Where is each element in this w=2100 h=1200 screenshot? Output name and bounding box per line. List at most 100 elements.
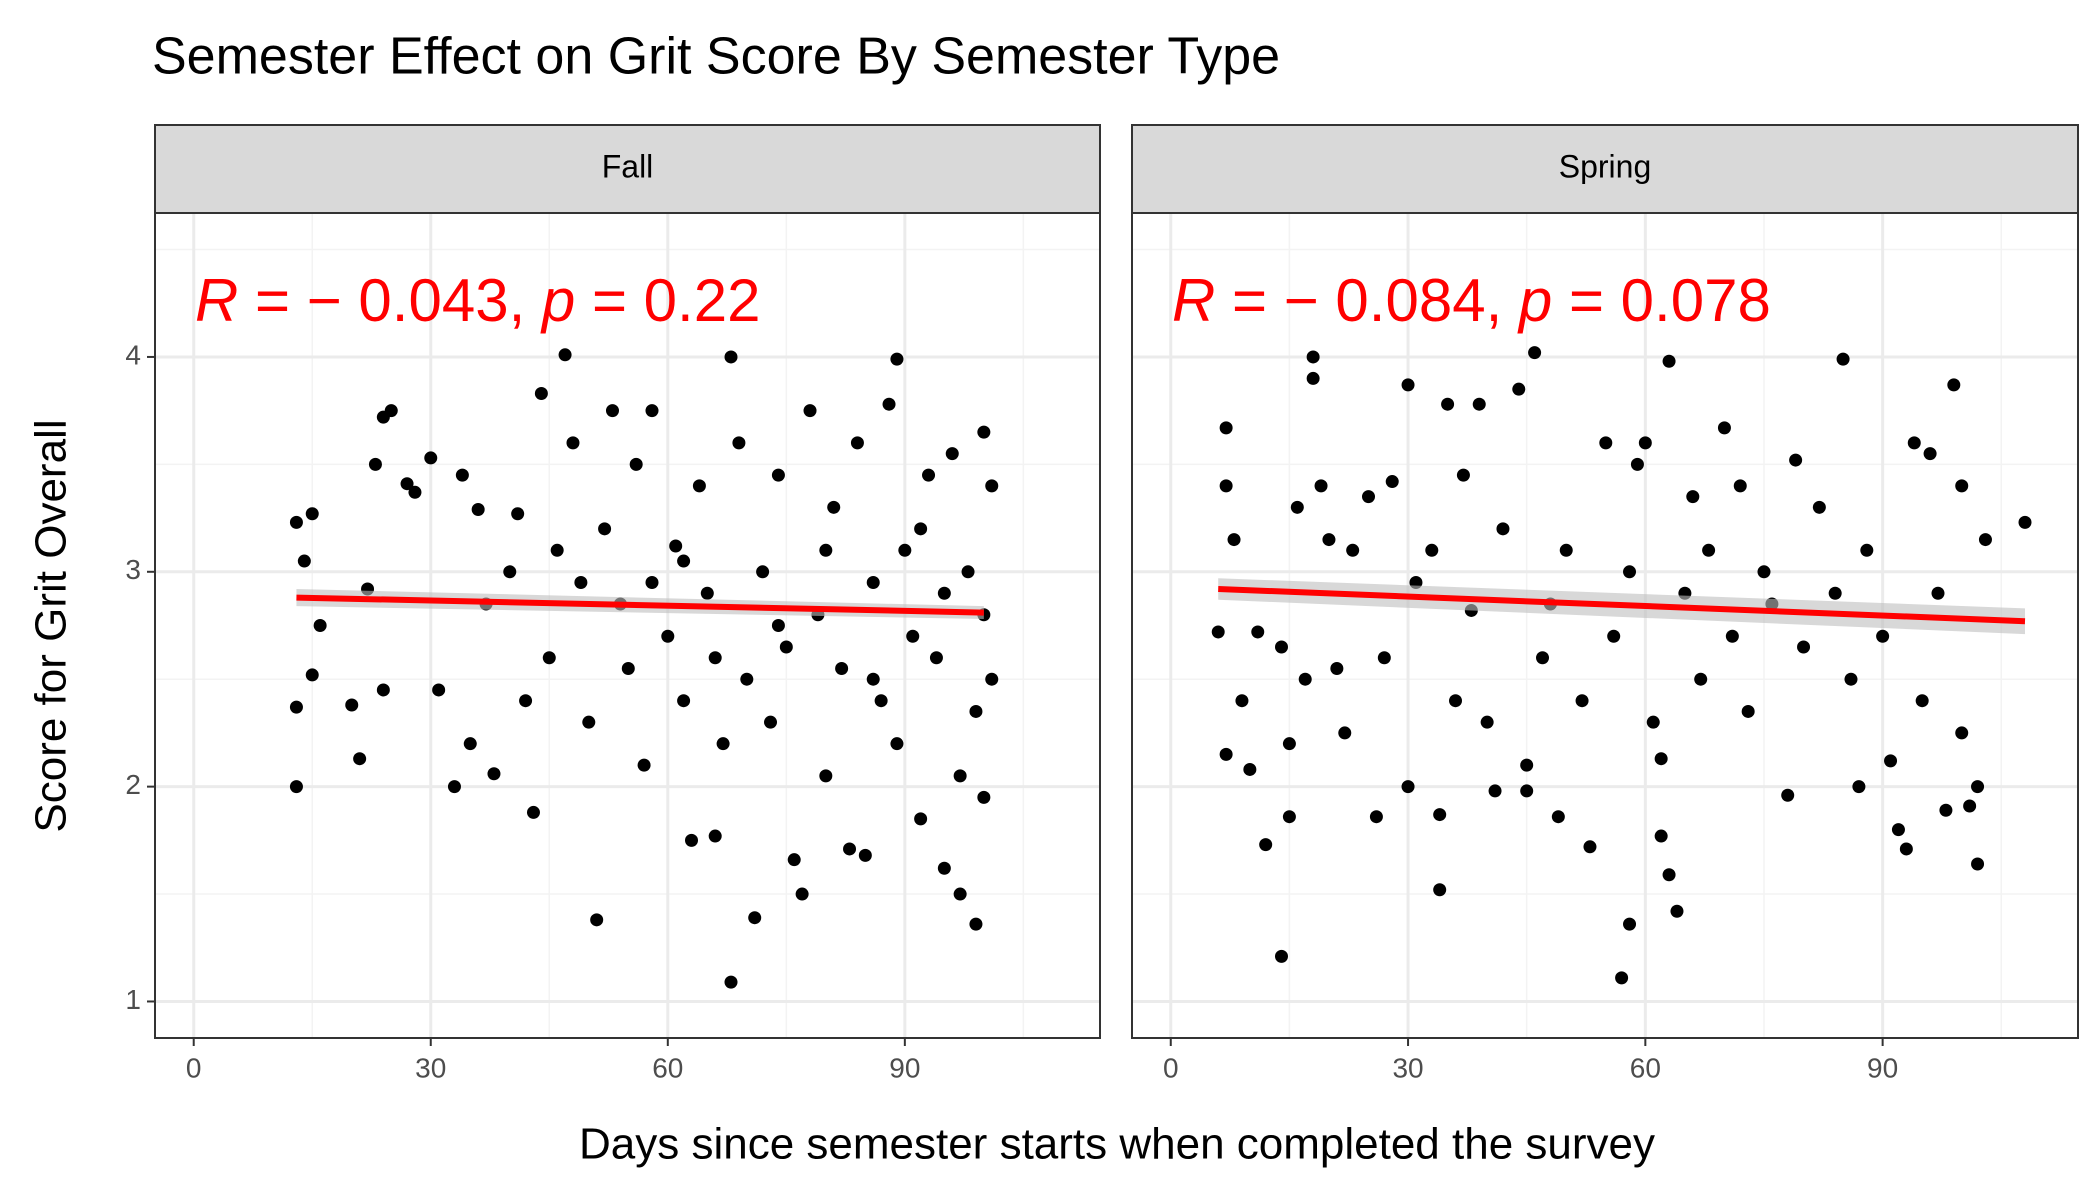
point [1599, 436, 1613, 450]
point [771, 619, 785, 632]
point [1551, 810, 1565, 824]
point [1274, 949, 1288, 963]
point [669, 539, 683, 553]
annotation-part: = 0.078 [1552, 267, 1771, 334]
point [629, 457, 643, 471]
annotation-part: = − 0.084, [1215, 267, 1519, 334]
point [1211, 625, 1225, 639]
point [1607, 629, 1621, 643]
point [1725, 629, 1739, 643]
point [1377, 651, 1391, 665]
point [1939, 803, 1953, 817]
point [858, 848, 872, 862]
point [511, 507, 525, 521]
point [345, 698, 359, 712]
point [1528, 346, 1542, 360]
point [1401, 780, 1415, 794]
point [748, 911, 762, 925]
point [1828, 586, 1842, 600]
point [1306, 371, 1320, 385]
point [1797, 640, 1811, 654]
point [503, 565, 517, 579]
point [1884, 754, 1898, 768]
point [1623, 917, 1637, 931]
point [724, 350, 738, 364]
point [1860, 543, 1874, 557]
annotation-part: p [540, 267, 575, 334]
x-tick-label: 0 [1163, 1052, 1179, 1083]
point [732, 436, 746, 450]
point [1219, 747, 1233, 761]
fit-line [1218, 585, 2026, 625]
point [961, 565, 975, 579]
point [914, 812, 928, 826]
fit-line [296, 594, 984, 616]
point [1741, 704, 1755, 718]
point [1433, 808, 1447, 822]
point [1654, 829, 1668, 843]
point [1978, 533, 1992, 547]
point [1971, 857, 1985, 871]
point [724, 975, 738, 989]
point [819, 769, 833, 783]
point [1891, 823, 1905, 837]
point [605, 404, 619, 418]
point [289, 700, 303, 714]
point [1433, 883, 1447, 897]
point [1971, 780, 1985, 794]
point [708, 829, 722, 843]
point [487, 767, 501, 781]
point [1662, 868, 1676, 882]
point [353, 752, 367, 766]
strip-label: Spring [1559, 148, 1652, 184]
point [463, 737, 477, 751]
point [937, 861, 951, 875]
point [977, 790, 991, 804]
point [305, 507, 319, 521]
point [384, 404, 398, 418]
point [1662, 354, 1676, 368]
point [1290, 500, 1304, 514]
point [937, 586, 951, 600]
point [637, 758, 651, 772]
x-tick-label: 60 [1630, 1052, 1661, 1083]
point [1235, 694, 1249, 708]
point [1923, 447, 1937, 461]
point [1583, 840, 1597, 854]
point [1717, 421, 1731, 435]
point [929, 651, 943, 665]
point [795, 887, 809, 901]
point [1456, 468, 1470, 482]
point [1472, 397, 1486, 411]
point [1512, 382, 1526, 396]
point [471, 502, 485, 516]
point [1227, 533, 1241, 547]
point [1670, 904, 1684, 918]
point [1520, 784, 1534, 798]
point [1757, 565, 1771, 579]
point [1441, 397, 1455, 411]
point [558, 348, 572, 362]
point [1314, 479, 1328, 493]
point [542, 651, 556, 665]
x-tick-label: 60 [652, 1052, 683, 1083]
point [1654, 752, 1668, 766]
point [566, 436, 580, 450]
point [1425, 543, 1439, 557]
point [1306, 350, 1320, 364]
point [526, 805, 540, 819]
point [289, 515, 303, 529]
point [455, 468, 469, 482]
point [803, 404, 817, 418]
chart-title: Semester Effect on Grit Score By Semeste… [152, 28, 1280, 86]
point [519, 694, 533, 708]
point [779, 640, 793, 654]
point [534, 386, 548, 400]
strip [1131, 124, 2079, 214]
point [1251, 625, 1265, 639]
x-axis-title: Days since semester starts when complete… [579, 1120, 1655, 1169]
y-tick-label: 1 [125, 984, 141, 1015]
point [1694, 672, 1708, 686]
point [645, 404, 659, 418]
point [953, 769, 967, 783]
